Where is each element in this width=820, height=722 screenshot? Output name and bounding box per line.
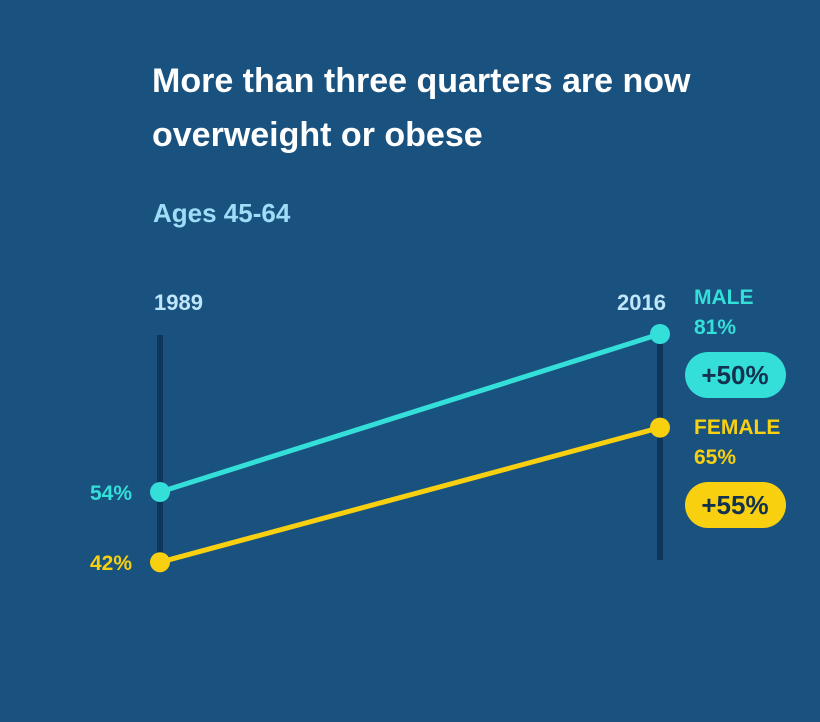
series-line-female (157, 425, 663, 565)
chart-title: More than three quarters are now overwei… (152, 54, 772, 162)
change-badge-label-male: +50% (701, 360, 768, 390)
chart-title-line-2: overweight or obese (152, 116, 483, 154)
series-points-group (150, 324, 670, 573)
point-female-1989 (150, 552, 170, 573)
chart-title-line-1: More than three quarters are now (152, 62, 691, 100)
series-name-male: MALE (694, 286, 754, 309)
labels-group: 54% MALE 81% +50% 42% FEMALE 65% +55% (90, 286, 786, 575)
series-lines-group (157, 331, 663, 565)
point-female-2016 (650, 417, 670, 438)
value-label-male-1989: 54% (90, 482, 132, 505)
series-name-female: FEMALE (694, 416, 780, 439)
series-line-male (157, 331, 663, 495)
axes-group: 1989 2016 (154, 290, 666, 562)
x-tick-label-2016: 2016 (617, 290, 666, 315)
change-badge-female (685, 482, 786, 528)
x-tick-label-1989: 1989 (154, 290, 203, 315)
value-label-female-1989: 42% (90, 552, 132, 575)
change-badge-male (685, 352, 786, 398)
point-male-1989 (150, 482, 170, 502)
change-badge-label-female: +55% (701, 490, 768, 520)
value-label-female-2016: 65% (694, 446, 736, 469)
chart-subtitle: Ages 45-64 (153, 198, 291, 228)
point-male-2016 (650, 324, 670, 344)
value-label-male-2016: 81% (694, 316, 736, 339)
